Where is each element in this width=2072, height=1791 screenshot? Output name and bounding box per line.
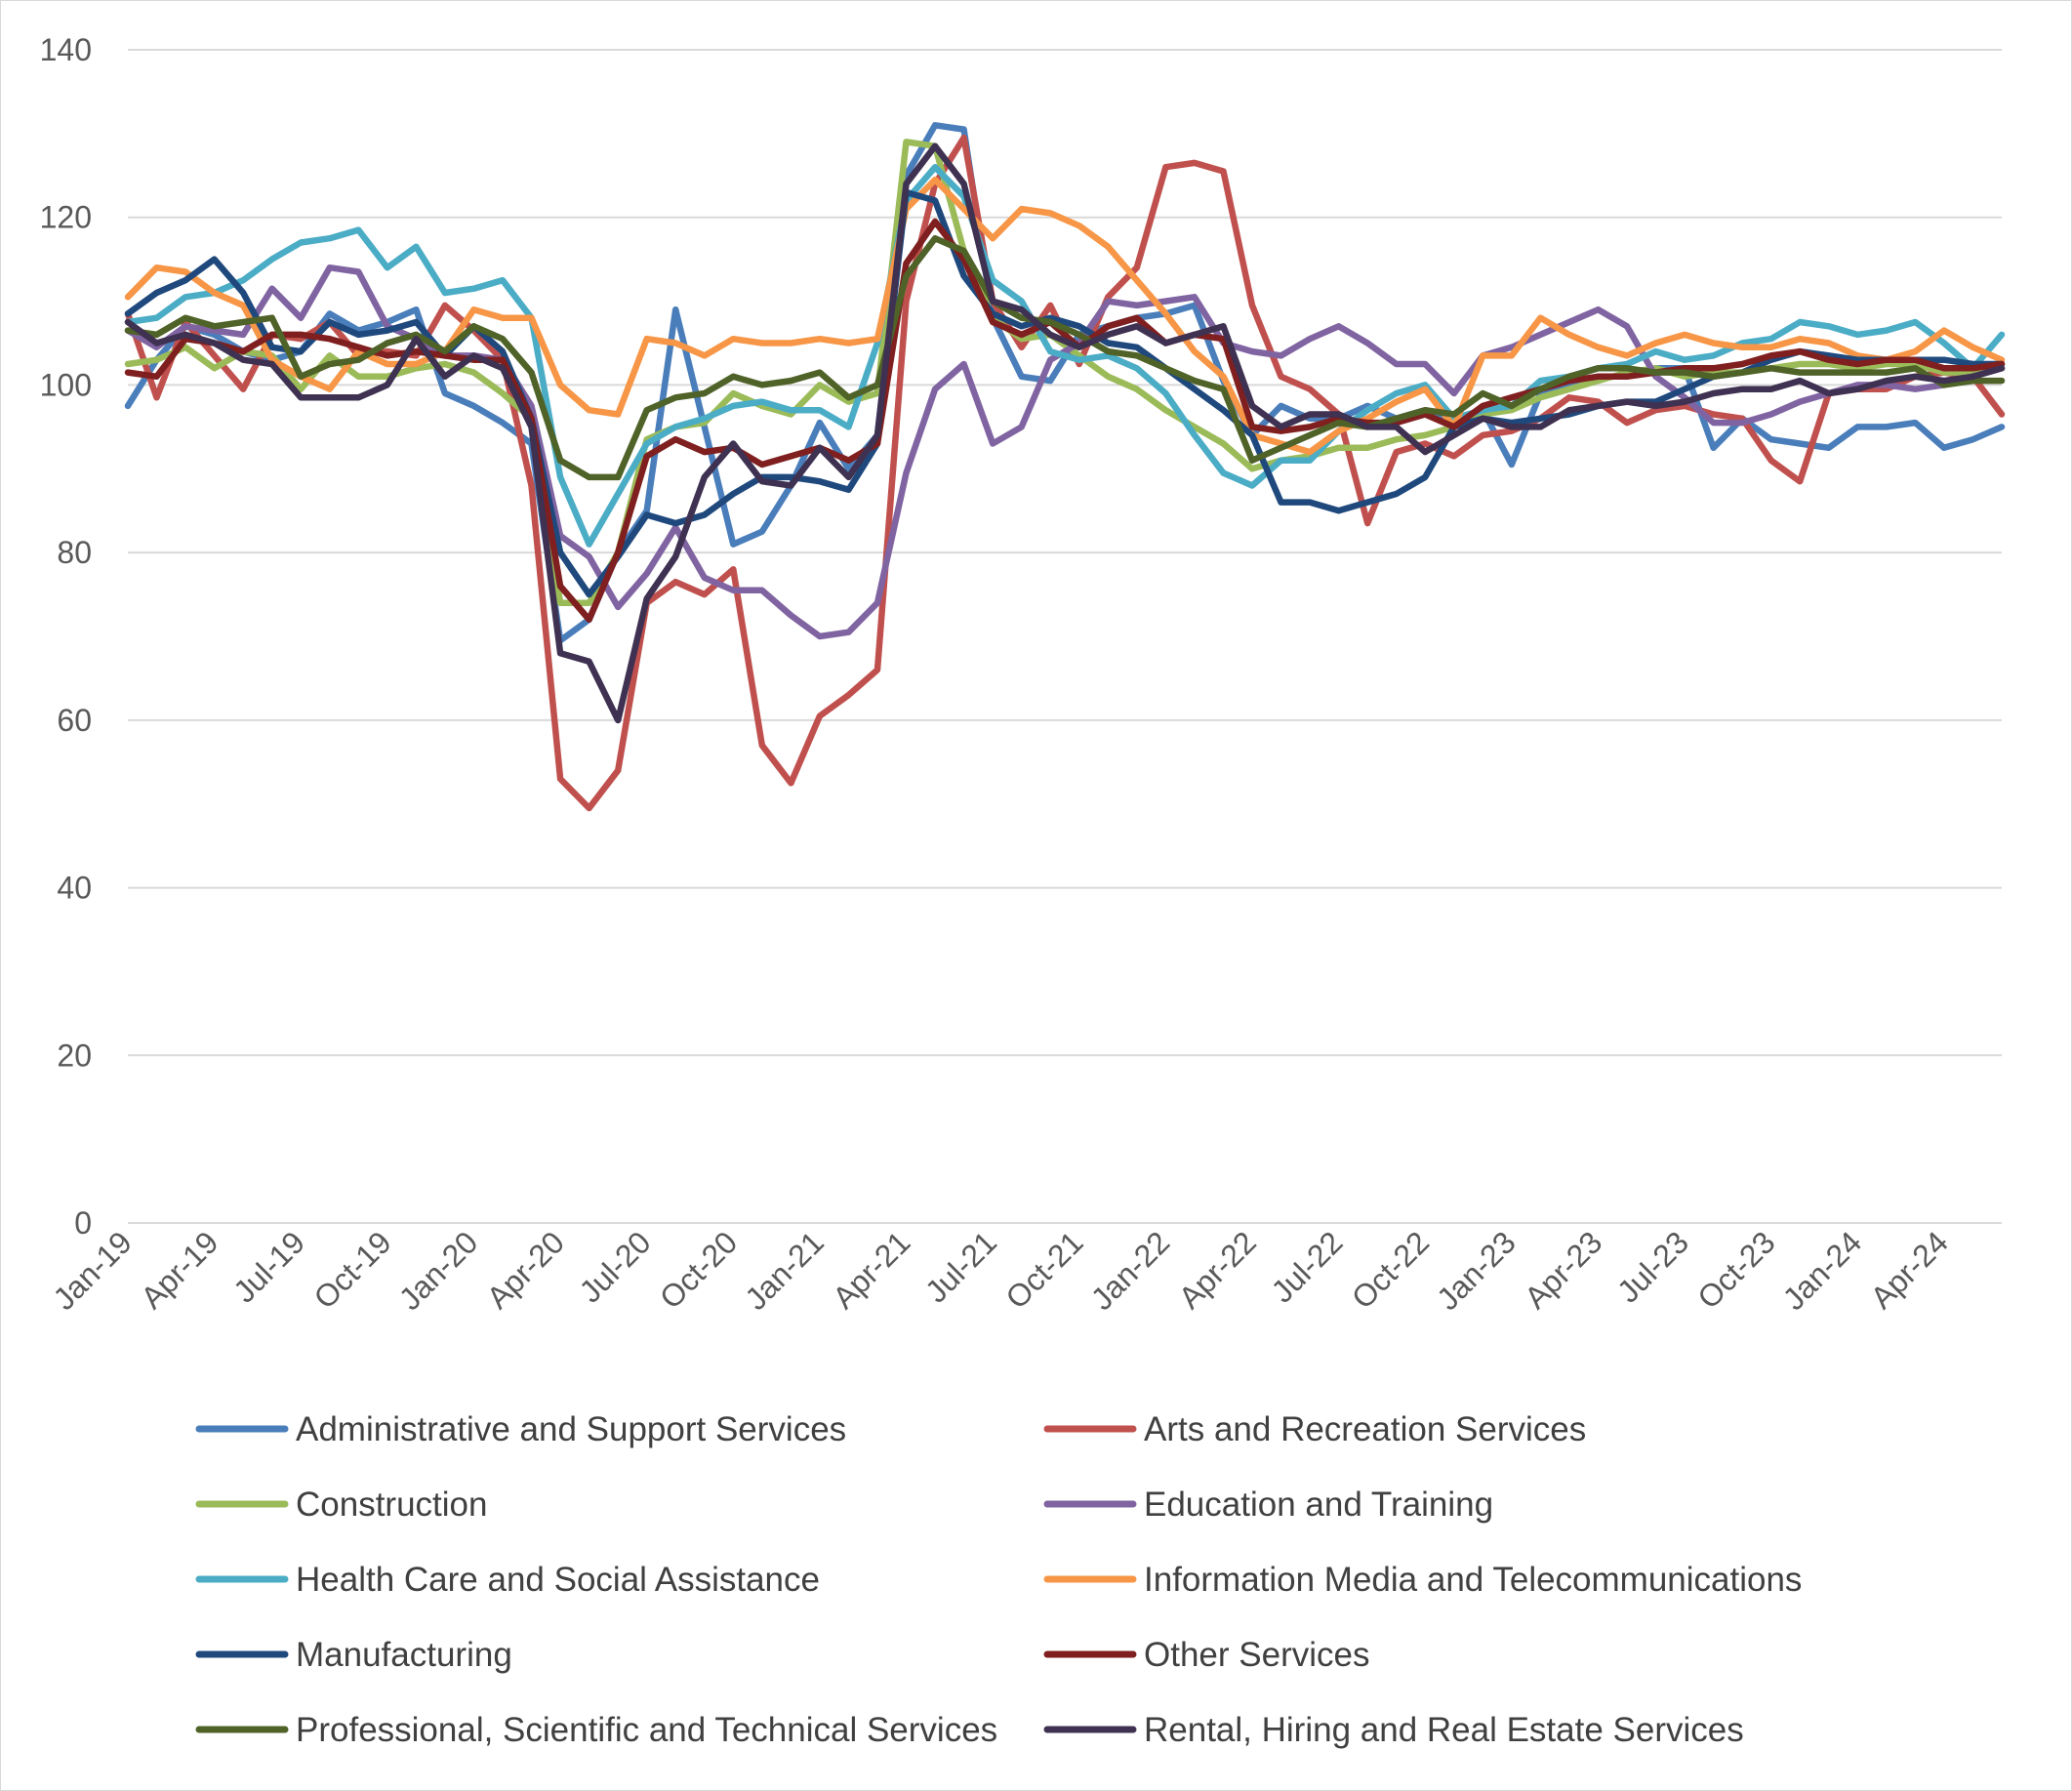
y-tick-label: 80 bbox=[57, 535, 92, 570]
x-tick-label: Oct-21 bbox=[998, 1224, 1089, 1315]
x-tick-label: Jan-23 bbox=[1430, 1224, 1523, 1317]
x-tick-label: Jul-20 bbox=[573, 1224, 658, 1309]
legend-label: Education and Training bbox=[1144, 1486, 1493, 1524]
x-tick-label: Oct-19 bbox=[306, 1224, 397, 1315]
x-tick-label: Apr-22 bbox=[1172, 1224, 1263, 1315]
legend-item-health-care-and-social-assistance: Health Care and Social Assistance bbox=[195, 1561, 820, 1599]
x-tick-label: Jan-19 bbox=[46, 1224, 139, 1317]
x-tick-label: Oct-23 bbox=[1690, 1224, 1781, 1315]
legend-label: Information Media and Telecommunications bbox=[1144, 1561, 1802, 1599]
x-tick-label: Apr-20 bbox=[480, 1224, 571, 1315]
legend-label: Arts and Recreation Services bbox=[1144, 1410, 1586, 1448]
x-tick-label: Jul-23 bbox=[1610, 1224, 1695, 1309]
legend-item-manufacturing: Manufacturing bbox=[195, 1636, 512, 1674]
legend-item-construction: Construction bbox=[195, 1486, 487, 1524]
x-tick-label: Jan-22 bbox=[1084, 1224, 1177, 1317]
legend-item-other-services: Other Services bbox=[1043, 1636, 1369, 1674]
y-tick-label: 0 bbox=[74, 1205, 92, 1241]
y-tick-label: 120 bbox=[40, 200, 92, 235]
x-tick-label: Jul-21 bbox=[918, 1224, 1003, 1309]
x-tick-label: Jan-21 bbox=[738, 1224, 831, 1317]
x-tick-label: Apr-19 bbox=[134, 1224, 224, 1315]
series-line-rental-hiring-and-real-estate-services bbox=[124, 142, 2006, 724]
y-tick-label: 100 bbox=[40, 367, 92, 402]
legend-label: Rental, Hiring and Real Estate Services bbox=[1144, 1711, 1744, 1749]
x-tick-label: Jan-24 bbox=[1776, 1224, 1869, 1317]
x-tick-label: Jul-19 bbox=[226, 1224, 311, 1309]
legend-label: Administrative and Support Services bbox=[296, 1410, 846, 1448]
legend-label: Construction bbox=[296, 1486, 487, 1524]
legend-item-administrative-and-support-services: Administrative and Support Services bbox=[195, 1410, 846, 1448]
legend: Administrative and Support Services Arts … bbox=[195, 1410, 1802, 1749]
legend-item-rental-hiring-and-real-estate-services: Rental, Hiring and Real Estate Services bbox=[1043, 1711, 1744, 1749]
x-tick-label: Jul-22 bbox=[1264, 1224, 1349, 1309]
series-line-other-services bbox=[124, 218, 2006, 624]
y-tick-label: 20 bbox=[57, 1038, 92, 1073]
series-lines bbox=[124, 122, 2006, 812]
x-tick-label: Apr-24 bbox=[1864, 1224, 1955, 1315]
x-tick-label: Apr-23 bbox=[1518, 1224, 1608, 1315]
legend-label: Other Services bbox=[1144, 1636, 1369, 1674]
legend-item-education-and-training: Education and Training bbox=[1043, 1486, 1493, 1524]
legend-label: Professional, Scientific and Technical S… bbox=[296, 1711, 997, 1749]
series-line-health-care-and-social-assistance bbox=[124, 163, 2006, 548]
x-tick-label: Apr-21 bbox=[826, 1224, 916, 1315]
legend-item-information-media-and-telecommunications: Information Media and Telecommunications bbox=[1043, 1561, 1802, 1599]
legend-label: Manufacturing bbox=[296, 1636, 512, 1674]
x-tick-label: Oct-22 bbox=[1345, 1224, 1436, 1315]
series-line-administrative-and-support-services bbox=[124, 122, 2006, 644]
gridlines bbox=[128, 49, 2002, 1224]
x-tick-label: Jan-20 bbox=[392, 1224, 485, 1317]
y-tick-label: 60 bbox=[57, 703, 92, 738]
y-tick-label: 140 bbox=[40, 32, 92, 67]
y-axis-tick-labels: 0 20 40 60 80 100 120 140 bbox=[40, 32, 92, 1241]
x-tick-label: Oct-20 bbox=[653, 1224, 744, 1315]
y-tick-label: 40 bbox=[57, 871, 92, 906]
legend-label: Health Care and Social Assistance bbox=[296, 1561, 820, 1599]
legend-item-arts-and-recreation-services: Arts and Recreation Services bbox=[1043, 1410, 1586, 1448]
legend-item-professional-scientific-and-technical-services: Professional, Scientific and Technical S… bbox=[195, 1711, 997, 1749]
series-line-professional-scientific-and-technical-services bbox=[124, 234, 2006, 481]
series-line-arts-and-recreation-services bbox=[124, 134, 2006, 812]
